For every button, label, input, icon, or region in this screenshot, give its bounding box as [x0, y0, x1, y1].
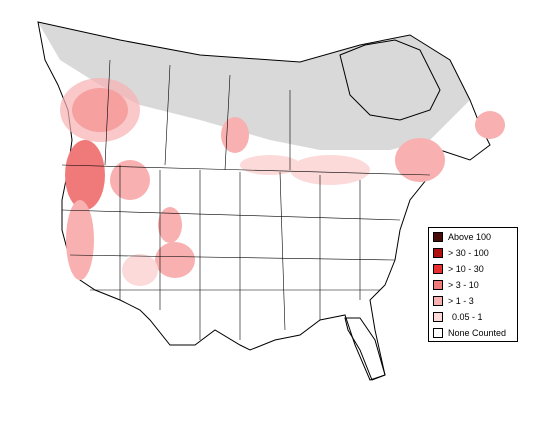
legend-swatch	[433, 248, 443, 258]
legend-item: None Counted	[433, 327, 506, 339]
legend-label: > 10 - 30	[448, 264, 484, 274]
legend-label: None Counted	[448, 328, 507, 338]
legend-swatch	[433, 312, 443, 322]
legend-item: Above 100	[433, 231, 491, 243]
legend-item: > 1 - 3	[433, 295, 474, 307]
legend-item: > 30 - 100	[433, 247, 489, 259]
unsurveyed-region	[38, 22, 470, 150]
legend-swatch	[433, 264, 443, 274]
legend-item: > 3 - 10	[433, 279, 479, 291]
legend-label: > 3 - 10	[448, 280, 479, 290]
legend-item: > 10 - 30	[433, 263, 484, 275]
legend-label: Above 100	[448, 232, 492, 242]
legend-swatch	[433, 232, 443, 242]
continent-outline	[37, 21, 491, 381]
map-legend: Above 100 > 30 - 100 > 10 - 30 > 3 - 10 …	[428, 227, 518, 342]
florida-outline	[344, 317, 386, 381]
legend-swatch	[433, 280, 443, 290]
legend-label: 0.05 - 1	[452, 312, 483, 322]
legend-item: 0.05 - 1	[433, 311, 483, 323]
hudson-bay	[339, 39, 441, 121]
legend-swatch	[433, 328, 443, 338]
legend-label: > 1 - 3	[448, 296, 474, 306]
legend-swatch	[433, 296, 443, 306]
legend-label: > 30 - 100	[448, 248, 489, 258]
state-province-boundaries	[61, 59, 431, 340]
